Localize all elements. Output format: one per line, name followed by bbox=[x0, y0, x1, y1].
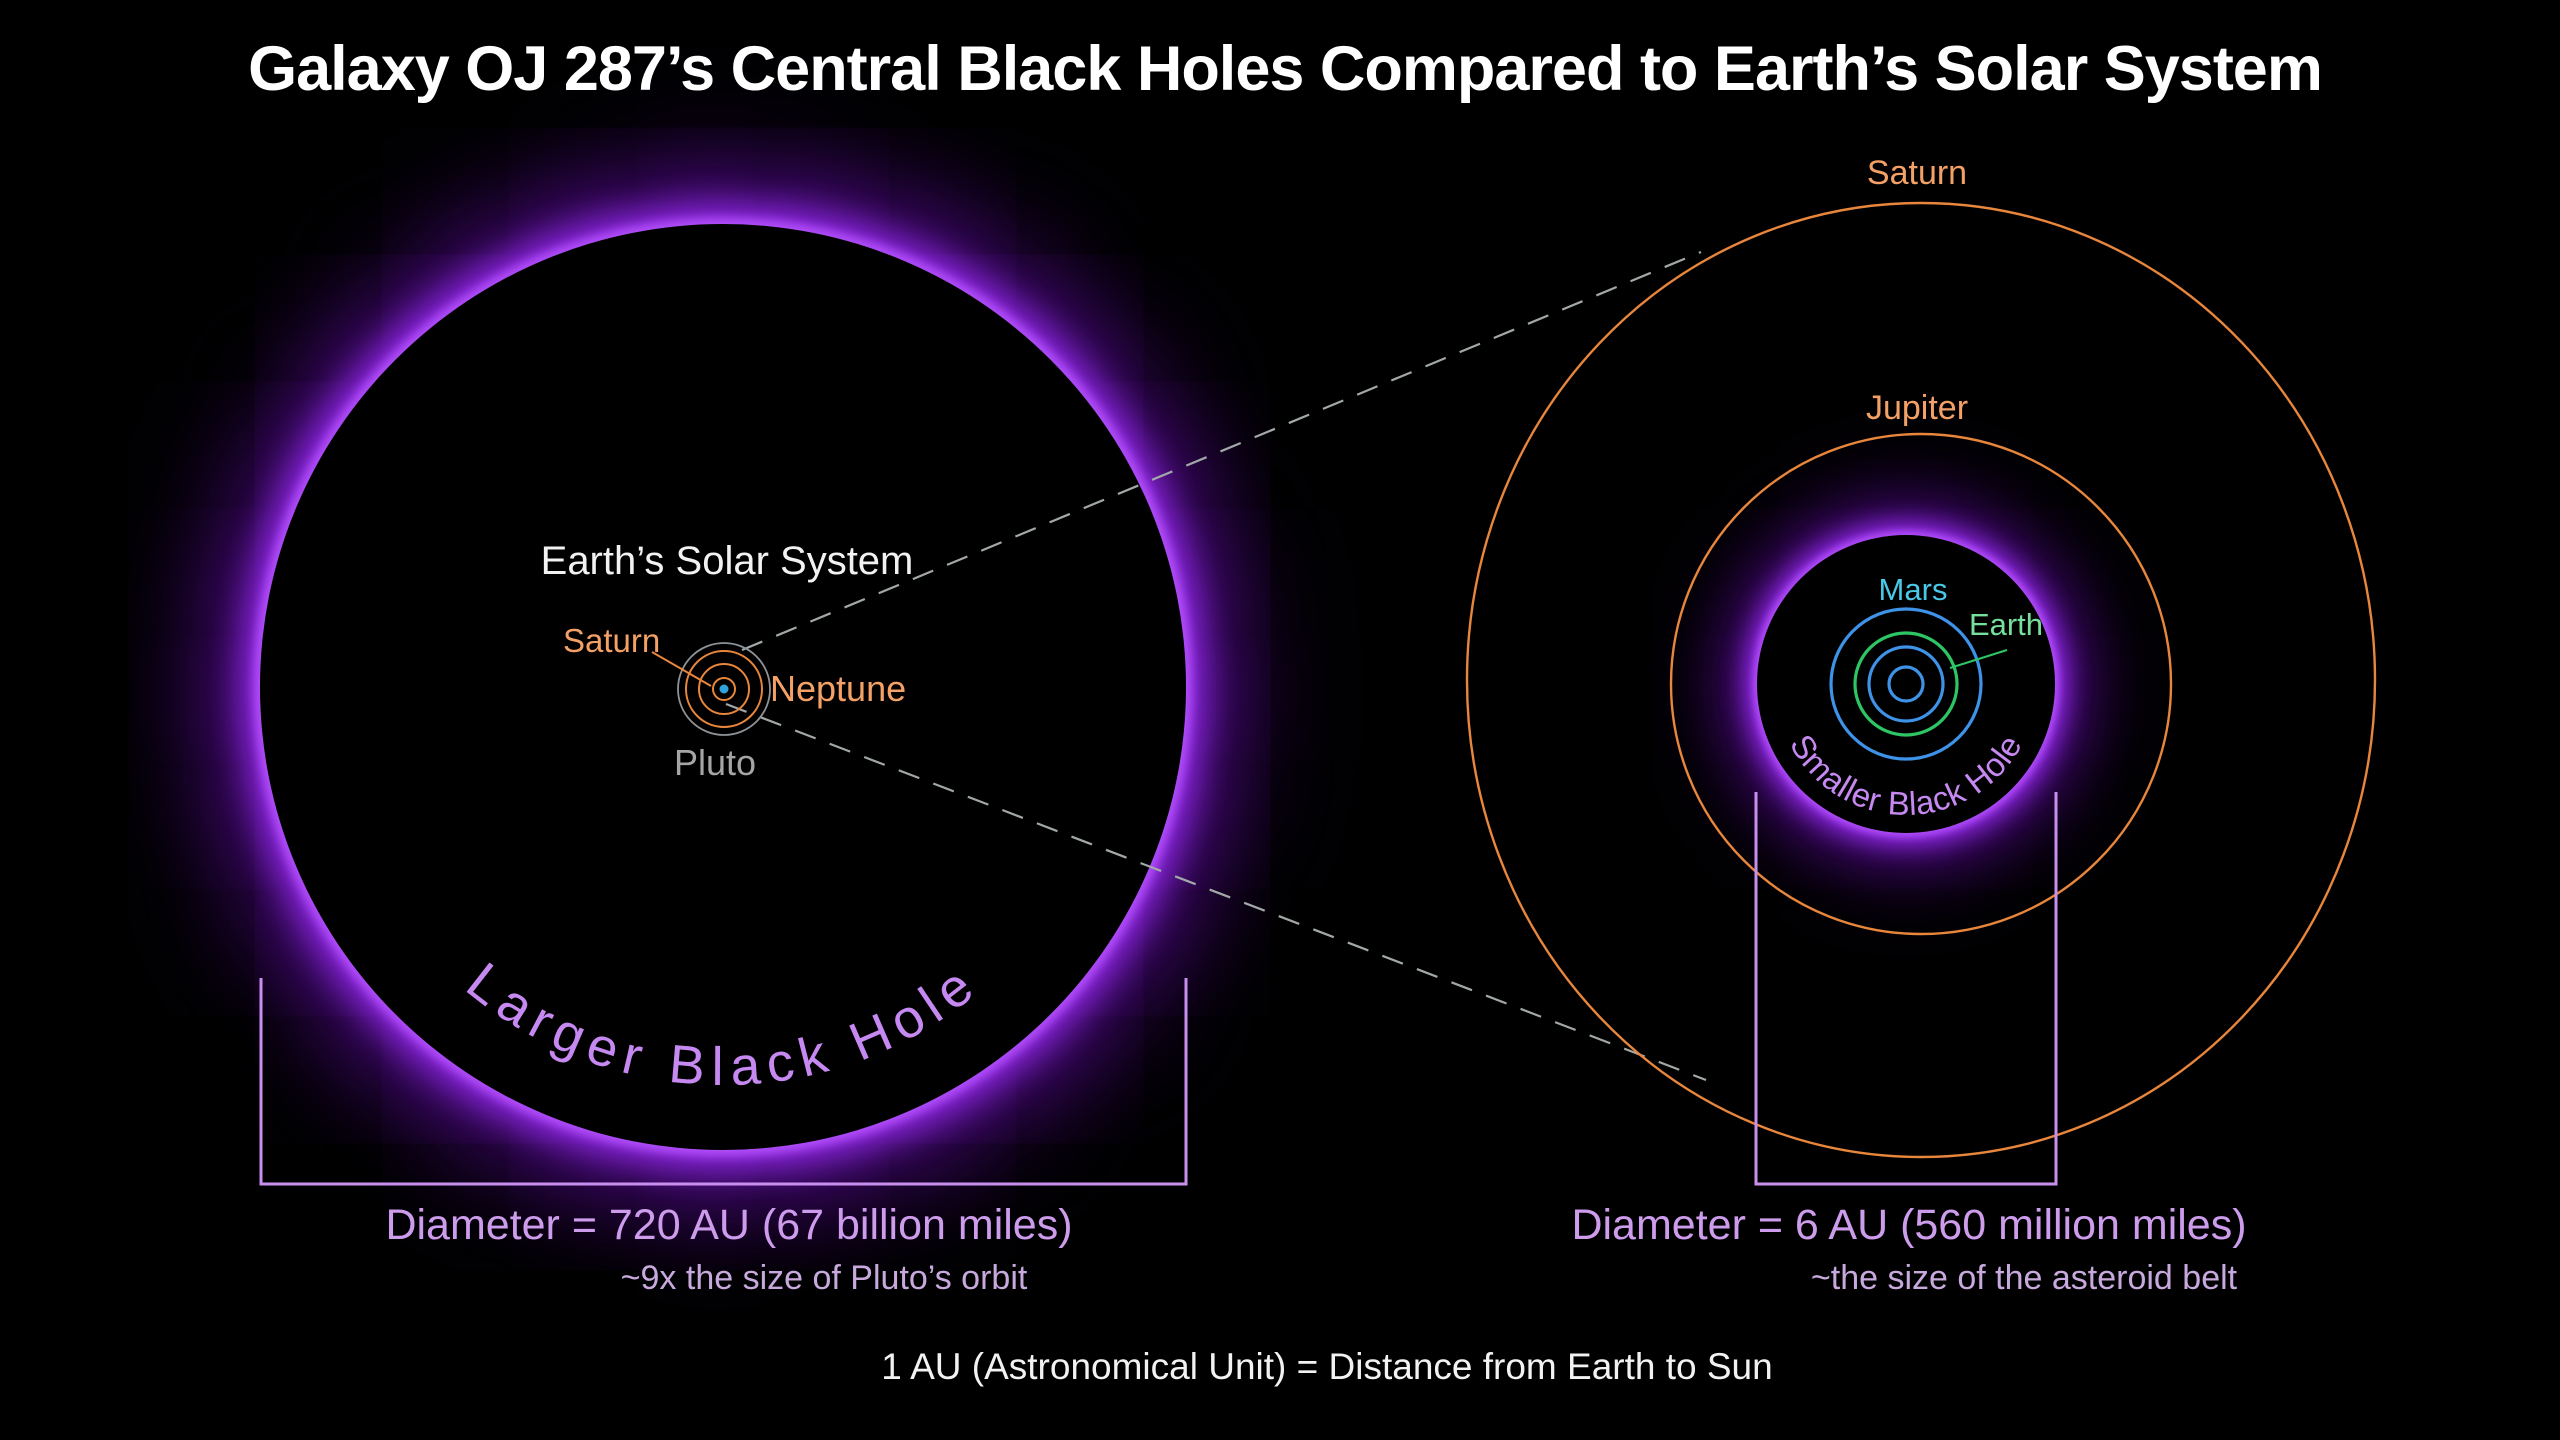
mars-orbit-circle bbox=[1829, 607, 1983, 761]
earth-orbit-circle bbox=[1853, 631, 1959, 737]
larger-size-comparison: ~9x the size of Pluto’s orbit bbox=[620, 1259, 1028, 1297]
venus-orbit-circle bbox=[1867, 645, 1945, 723]
earth-pointer-line bbox=[1949, 648, 2008, 670]
smaller-black-hole-curved-label: Smaller Black Hole bbox=[1783, 728, 2029, 823]
pluto-label: Pluto bbox=[673, 742, 757, 783]
smaller-black-hole-disk bbox=[1757, 535, 2055, 833]
saturn-orbit-ring bbox=[1465, 201, 2377, 1159]
larger-diameter-caption: Diameter = 720 AU (67 billion miles) bbox=[385, 1201, 1073, 1249]
smaller-diameter-bracket bbox=[1754, 792, 2058, 1186]
smaller-size-comparison: ~the size of the asteroid belt bbox=[1810, 1259, 2238, 1297]
saturn-pointer-line bbox=[651, 651, 712, 687]
zoom-wedge-upper-dashed-line bbox=[741, 250, 1702, 652]
right-orbit-rings bbox=[1465, 201, 2377, 1159]
uranus-orbit-circle bbox=[698, 663, 750, 715]
neptune-label: Neptune bbox=[770, 668, 907, 709]
pluto-orbit-circle bbox=[677, 642, 771, 736]
larger-black-hole-label-text: Larger Black Hole bbox=[456, 951, 982, 1097]
saturn-label-left: Saturn bbox=[563, 622, 661, 659]
earth-label: Earth bbox=[1968, 607, 2044, 642]
mercury-orbit-circle bbox=[1887, 665, 1925, 703]
neptune-orbit-circle bbox=[685, 650, 763, 728]
larger-diameter-bracket bbox=[259, 978, 1188, 1186]
page-title: Galaxy OJ 287’s Central Black Holes Comp… bbox=[248, 34, 2323, 104]
jupiter-label: Jupiter bbox=[1865, 389, 1969, 427]
smaller-diameter-caption: Diameter = 6 AU (560 million miles) bbox=[1571, 1201, 2247, 1249]
zoom-wedge-lower-dashed-line bbox=[725, 702, 1707, 1082]
inner-planet-orbits bbox=[1829, 607, 2008, 761]
jupiter-orbit-ring bbox=[1669, 432, 2173, 936]
mars-label: Mars bbox=[1878, 572, 1948, 607]
au-definition-footnote: 1 AU (Astronomical Unit) = Distance from… bbox=[881, 1346, 1773, 1387]
saturn-orbit-circle-left bbox=[712, 677, 736, 701]
larger-black-hole-curved-label: Larger Black Hole bbox=[456, 951, 990, 1097]
saturn-label-right: Saturn bbox=[1866, 154, 1968, 192]
mini-solar-system bbox=[651, 642, 771, 736]
smaller-black-hole-label-text: Smaller Black Hole bbox=[1783, 728, 2029, 823]
sun-dot bbox=[719, 684, 729, 694]
earths-solar-system-label: Earth’s Solar System bbox=[540, 539, 914, 583]
